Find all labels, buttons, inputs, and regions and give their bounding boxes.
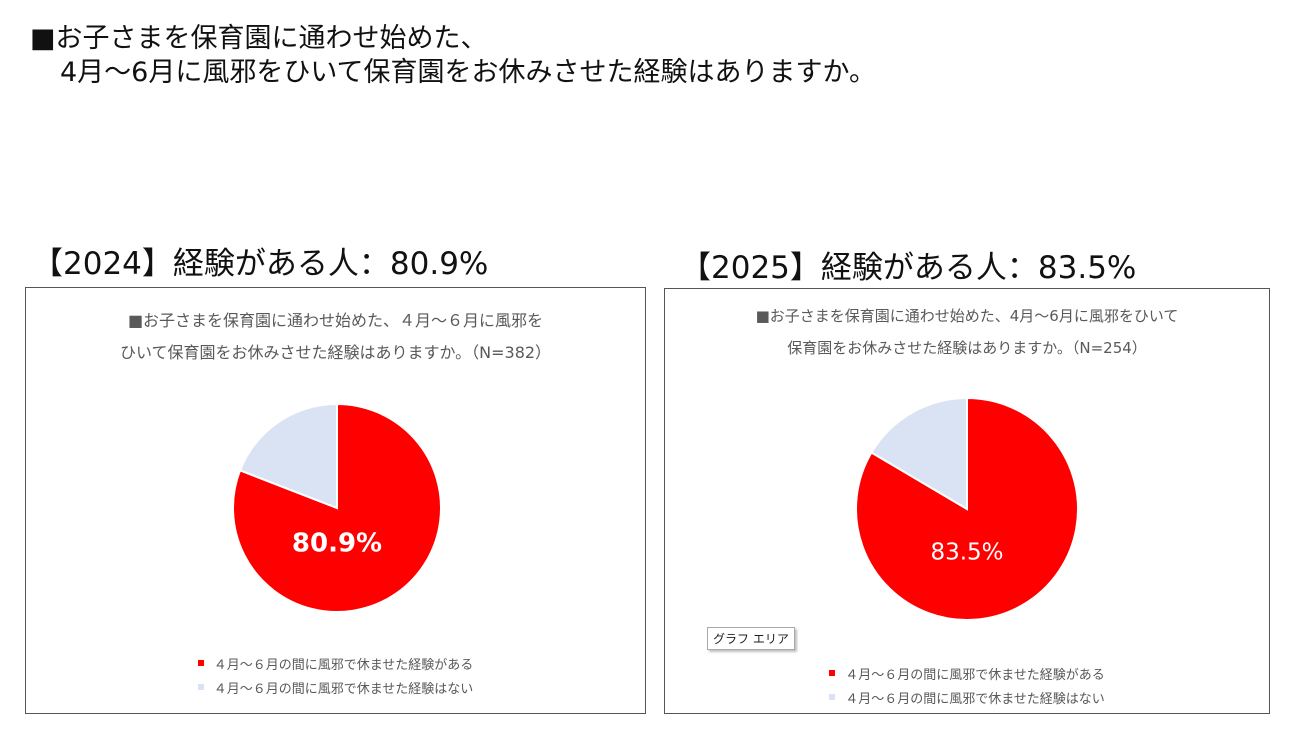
page-title: ■お子さまを保育園に通わせ始めた、 4月～6月に風邪をひいて保育園をお休みさせた… — [30, 22, 876, 90]
section-heading-2025: 【2025】経験がある人：83.5% — [680, 250, 1137, 286]
legend-2025: ４月～６月の間に風邪で休ませた経験がある ４月～６月の間に風邪で休ませた経験はな… — [665, 661, 1269, 709]
page-title-line2: 4月～6月に風邪をひいて保育園をお休みさせた経験はありますか。 — [60, 57, 877, 88]
legend-item-yes-2024: ４月～６月の間に風邪で休ませた経験がある — [26, 651, 645, 675]
chart-title-2024: ■お子さまを保育園に通わせ始めた、４月～６月に風邪を ひいて保育園をお休みさせた… — [26, 305, 645, 369]
legend-label-no-2024: ４月～６月の間に風邪で休ませた経験はない — [213, 681, 474, 697]
chart-panel-2025[interactable]: ■お子さまを保育園に通わせ始めた、4月～6月に風邪をひいて 保育園をお休みさせた… — [664, 288, 1270, 714]
legend-item-no-2025: ４月～６月の間に風邪で休ませた経験はない — [665, 685, 1269, 709]
legend-item-yes-2025: ４月～６月の間に風邪で休ませた経験がある — [665, 661, 1269, 685]
page-title-line1: ■お子さまを保育園に通わせ始めた、 — [30, 23, 488, 54]
pie-chart-2024: 80.9% — [232, 402, 442, 613]
legend-item-no-2024: ４月～６月の間に風邪で休ませた経験はない — [26, 675, 645, 699]
legend-label-yes-2025: ４月～６月の間に風邪で休ませた経験がある — [845, 667, 1105, 683]
slice-no-1 — [870, 396, 968, 511]
chart-title-2025-line2: 保育園をお休みさせた経験はありますか。（N=254） — [787, 339, 1147, 357]
data-label-yes-1: 83.5% — [930, 540, 1003, 566]
legend-swatch-yes-2024 — [197, 660, 204, 666]
legend-label-yes-2024: ４月～６月の間に風邪で休ませた経験がある — [213, 657, 474, 673]
pie-chart-2025: 83.5% — [855, 396, 1079, 621]
legend-swatch-no-2024 — [197, 684, 204, 690]
legend-swatch-yes-2025 — [829, 670, 836, 676]
legend-swatch-no-2025 — [829, 694, 836, 700]
chart-title-2025-line1: ■お子さまを保育園に通わせ始めた、4月～6月に風邪をひいて — [755, 307, 1179, 325]
data-label-yes-0: 80.9% — [292, 529, 382, 559]
slice-no-0 — [238, 402, 338, 510]
chart-title-2024-line1: ■お子さまを保育園に通わせ始めた、４月～６月に風邪を — [127, 311, 544, 330]
legend-label-no-2025: ４月～６月の間に風邪で休ませた経験はない — [845, 691, 1105, 707]
section-heading-2024: 【2024】経験がある人：80.9% — [32, 246, 489, 282]
chart-area-tooltip: グラフ エリア — [707, 627, 795, 650]
legend-2024: ４月～６月の間に風邪で休ませた経験がある ４月～６月の間に風邪で休ませた経験はな… — [26, 651, 645, 699]
chart-panel-2024[interactable]: ■お子さまを保育園に通わせ始めた、４月～６月に風邪を ひいて保育園をお休みさせた… — [25, 287, 646, 714]
chart-title-2024-line2: ひいて保育園をお休みさせた経験はありますか。（N=382） — [119, 343, 552, 362]
chart-title-2025: ■お子さまを保育園に通わせ始めた、4月～6月に風邪をひいて 保育園をお休みさせた… — [665, 300, 1269, 364]
